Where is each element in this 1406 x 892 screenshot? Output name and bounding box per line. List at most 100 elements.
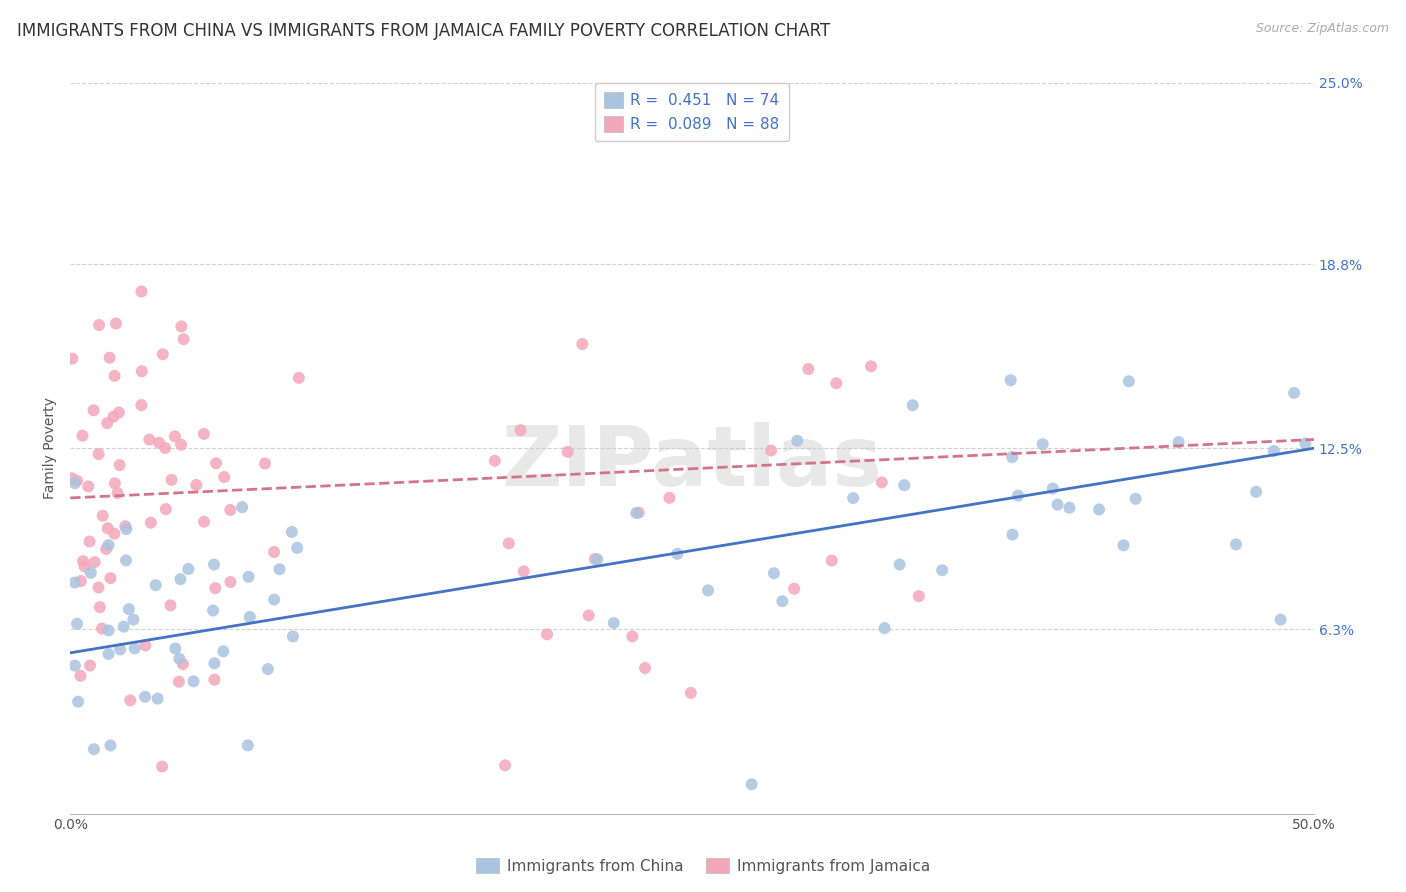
Point <box>759 443 782 458</box>
Point <box>202 673 225 687</box>
Point <box>205 456 228 470</box>
Point <box>97 521 120 535</box>
Point <box>163 429 186 443</box>
Point <box>494 758 516 772</box>
Point <box>860 359 883 374</box>
Point <box>263 545 285 559</box>
Point <box>889 558 911 572</box>
Point <box>96 541 118 556</box>
Point <box>97 538 120 552</box>
Point <box>1007 489 1029 503</box>
Point <box>87 581 110 595</box>
Point <box>901 398 924 412</box>
Point <box>571 337 593 351</box>
Point <box>825 376 848 391</box>
Point <box>797 362 820 376</box>
Point <box>741 777 763 791</box>
Point <box>931 563 953 577</box>
Point <box>108 642 131 657</box>
Point <box>1125 491 1147 506</box>
Point <box>170 319 193 334</box>
Point <box>69 669 91 683</box>
Point <box>115 553 138 567</box>
Point <box>1118 374 1140 388</box>
Point <box>509 423 531 437</box>
Point <box>583 552 606 566</box>
Point <box>87 318 110 332</box>
Point <box>104 476 127 491</box>
Point <box>1294 436 1316 450</box>
Point <box>150 759 173 773</box>
Point <box>697 583 720 598</box>
Text: IMMIGRANTS FROM CHINA VS IMMIGRANTS FROM JAMAICA FAMILY POVERTY CORRELATION CHAR: IMMIGRANTS FROM CHINA VS IMMIGRANTS FROM… <box>17 22 830 40</box>
Point <box>104 368 127 383</box>
Point <box>83 403 105 417</box>
Point <box>91 622 114 636</box>
Point <box>257 662 280 676</box>
Point <box>204 581 226 595</box>
Point <box>96 416 118 430</box>
Point <box>186 478 208 492</box>
Point <box>160 473 183 487</box>
Point <box>281 630 304 644</box>
Point <box>79 658 101 673</box>
Point <box>1167 435 1189 450</box>
Point <box>66 474 89 488</box>
Point <box>586 552 609 566</box>
Point <box>513 565 536 579</box>
Text: ZIPatlas: ZIPatlas <box>502 422 883 503</box>
Point <box>60 351 83 366</box>
Point <box>281 524 304 539</box>
Text: Source: ZipAtlas.com: Source: ZipAtlas.com <box>1256 22 1389 36</box>
Point <box>536 627 558 641</box>
Point <box>285 541 308 555</box>
Point <box>107 486 129 500</box>
Point <box>66 616 89 631</box>
Point <box>63 575 86 590</box>
Point <box>219 574 242 589</box>
Point <box>484 454 506 468</box>
Point <box>578 608 600 623</box>
Point <box>100 739 122 753</box>
Point <box>131 364 153 378</box>
Point <box>172 657 194 672</box>
Point <box>118 602 141 616</box>
Point <box>100 571 122 585</box>
Point <box>97 624 120 638</box>
Point <box>603 616 626 631</box>
Point <box>1032 437 1054 451</box>
Point <box>103 409 125 424</box>
Point <box>1042 482 1064 496</box>
Point <box>89 600 111 615</box>
Point <box>783 582 806 596</box>
Point <box>80 566 103 580</box>
Point <box>145 578 167 592</box>
Point <box>122 613 145 627</box>
Point <box>183 674 205 689</box>
Point <box>77 479 100 493</box>
Point <box>155 502 177 516</box>
Point <box>658 491 681 505</box>
Point <box>1225 537 1247 551</box>
Point <box>173 332 195 346</box>
Point <box>103 526 125 541</box>
Point <box>148 435 170 450</box>
Point <box>212 644 235 658</box>
Point <box>87 447 110 461</box>
Point <box>770 594 793 608</box>
Point <box>202 603 225 617</box>
Point <box>169 651 191 665</box>
Point <box>193 426 215 441</box>
Y-axis label: Family Poverty: Family Poverty <box>44 397 58 500</box>
Point <box>821 553 844 567</box>
Point <box>269 562 291 576</box>
Point <box>202 558 225 572</box>
Point <box>231 500 253 515</box>
Point <box>159 599 181 613</box>
Point <box>63 476 86 491</box>
Point <box>666 547 689 561</box>
Point <box>626 506 648 520</box>
Point <box>115 522 138 536</box>
Point <box>70 574 93 588</box>
Point <box>83 742 105 756</box>
